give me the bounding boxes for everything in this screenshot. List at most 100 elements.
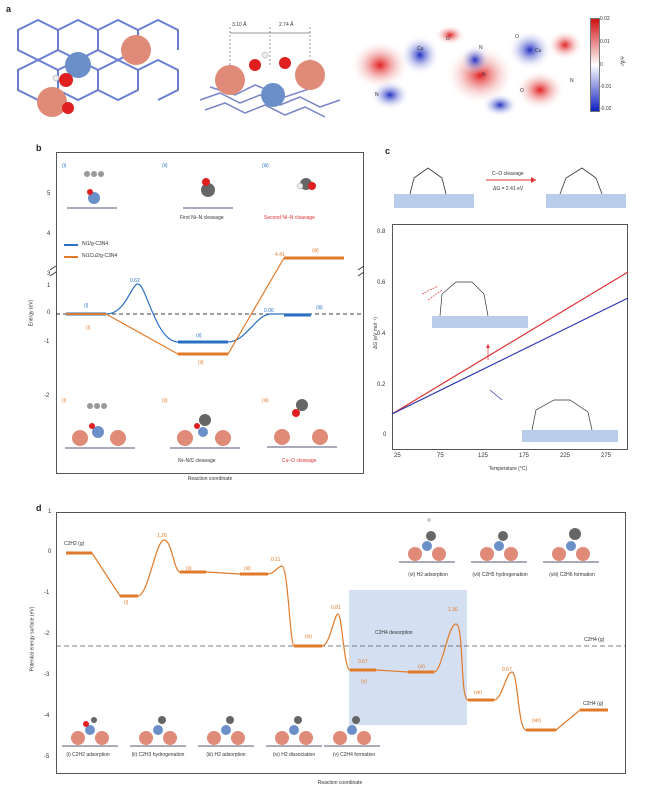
b-bottom-roman: (iii) [262, 398, 269, 404]
distance-label-left: 3.10 Å [232, 22, 247, 28]
d-energy-label: 1.20 [157, 533, 167, 539]
panel-c-xtick: 75 [437, 453, 444, 459]
d-end-label: C2H4 (g) [583, 701, 604, 707]
map-label: O [446, 36, 450, 42]
molecule-b-bottom-ii [170, 414, 240, 449]
map-label: O [520, 88, 524, 94]
colorbar-tick: -0.01 [600, 84, 612, 90]
b-bottom-roman: (i) [62, 398, 67, 404]
molecule-b-top-i [67, 171, 117, 209]
panel-d-ytick: -3 [44, 672, 50, 678]
legend-label: Ni1Cu2/g-C3N4 [82, 253, 118, 259]
panel-b-ytick: 0 [47, 310, 51, 316]
b-top-caption: Second Ni–N cleavage [264, 215, 315, 221]
d-level-roman: (iii) [244, 566, 251, 572]
panel-d-xlabel: Reaction coordinate [317, 780, 363, 786]
b-bottom-roman: (ii) [162, 398, 168, 404]
d-top-caption: (vi) H2 adsorption [408, 572, 448, 578]
map-label: N [482, 72, 486, 78]
legend-swatch-orange [64, 256, 78, 258]
panel-d-ytick: -2 [44, 631, 50, 637]
molecule-b-top-iii [296, 178, 316, 190]
d-level-roman: (vi) [418, 664, 425, 670]
d-top-caption: (vii) C2H5 hydrogenation [472, 572, 528, 578]
d-bottom-caption: (iv) H2 dissociation [272, 752, 316, 758]
panel-d-ytick: -4 [44, 713, 50, 719]
map-label: N [375, 92, 379, 98]
d-c2h4-label: C2H4 (g) [584, 637, 605, 643]
panel-b-ytick: -1 [44, 339, 50, 345]
panel-c-xtick: 225 [560, 453, 571, 459]
d-bottom-caption: (v) C2H4 formation [332, 752, 376, 758]
d-level-roman: (viii) [532, 718, 542, 724]
panel-d-ytick: -5 [44, 754, 50, 760]
b-bottom-caption: Ni–N/C cleavage [178, 458, 216, 464]
d-bottom-caption: (i) C2H2 adsorption [66, 752, 110, 758]
d-bottom-caption: (iii) H2 adsorption [206, 752, 246, 758]
panel-d-ytick: 1 [48, 509, 52, 515]
panel-b-ylabel: Energy (eV) [28, 299, 35, 327]
panel-c-ytick: 0.8 [377, 229, 386, 235]
scheme-arrow-top: C–O cleavage [492, 171, 524, 177]
panel-c-xtick: 25 [394, 453, 401, 459]
panel-c-ytick: 0.2 [377, 382, 386, 388]
panel-b-xlabel: Reaction coordinate [187, 476, 233, 482]
map-label: N [479, 45, 483, 51]
d-level-roman: (vii) [474, 690, 483, 696]
panel-b-ytick: 1 [47, 283, 51, 289]
colorbar-tick: -0.02 [600, 106, 612, 112]
panel-c-ytick: 0 [383, 432, 387, 438]
molecule-b-bottom-i [65, 403, 135, 449]
panel-d-ytick: -1 [44, 590, 50, 596]
colorbar-unit: e/Å³ [618, 56, 625, 66]
molecule-b-top-ii [183, 178, 233, 209]
d-level-roman: (iv) [305, 634, 312, 640]
panel-c-xlabel: Temperature (°C) [488, 466, 528, 472]
structure-side-view [199, 27, 341, 118]
scheme-c-top [394, 167, 626, 208]
d-level-roman: (v) [361, 679, 367, 685]
scheme-arrow-bottom: ΔG = 2.41 eV [493, 186, 524, 192]
d-start-label: C2H2 (g) [64, 541, 85, 547]
distance-label-right: 2.74 Å [279, 22, 294, 28]
panel-c-ytick: 0.4 [377, 331, 386, 337]
panel-c-plot [391, 271, 629, 442]
d-energy-label: 0.67 [502, 667, 512, 673]
b-level-roman: (i) [84, 303, 89, 309]
d-level-roman: (ii) [186, 566, 192, 572]
panel-c-frame [392, 224, 628, 450]
panel-b-energy-plot [49, 256, 365, 356]
panel-label-c: c [385, 146, 391, 156]
map-label: Cu [417, 46, 424, 52]
b-energy-label: 0.06 [264, 308, 274, 314]
d-energy-label: 0.81 [331, 605, 341, 611]
panel-label-b: b [36, 143, 42, 153]
d-level-roman: (i) [124, 600, 129, 606]
d-top-caption: (viii) C2H6 formation [549, 572, 595, 578]
d-bottom-caption: (ii) C2H3 hydrogenation [131, 752, 185, 758]
map-label: O [515, 34, 519, 40]
colorbar-tick: 0 [600, 62, 603, 68]
map-label: N [570, 78, 574, 84]
b-level-roman: (iii) [316, 305, 323, 311]
panel-b-ytick: 5 [47, 191, 51, 197]
panel-c-xtick: 275 [601, 453, 612, 459]
panel-label-d: d [36, 503, 42, 513]
b-top-roman: (ii) [162, 163, 168, 169]
panel-b-ytick: 3 [47, 271, 51, 277]
charge-density-map [350, 5, 585, 125]
panel-d-ytick: 0 [48, 549, 52, 555]
legend-swatch-blue [64, 244, 78, 246]
d-desorption-label: C2H4 desorption [375, 630, 413, 636]
b-energy-label: 0.62 [130, 278, 140, 284]
panel-b-ytick: -2 [44, 393, 50, 399]
b-level-roman: (i) [86, 325, 91, 331]
b-top-roman: (i) [62, 163, 67, 169]
b-level-roman: (ii) [198, 360, 204, 366]
b-level-roman: (iii) [312, 248, 319, 254]
d-energy-label: 1.36 [448, 607, 458, 613]
panel-label-a: a [6, 4, 12, 14]
b-top-caption: First Ni–N cleavage [180, 215, 224, 221]
b-level-roman: (ii) [196, 333, 202, 339]
colorbar [590, 18, 600, 112]
